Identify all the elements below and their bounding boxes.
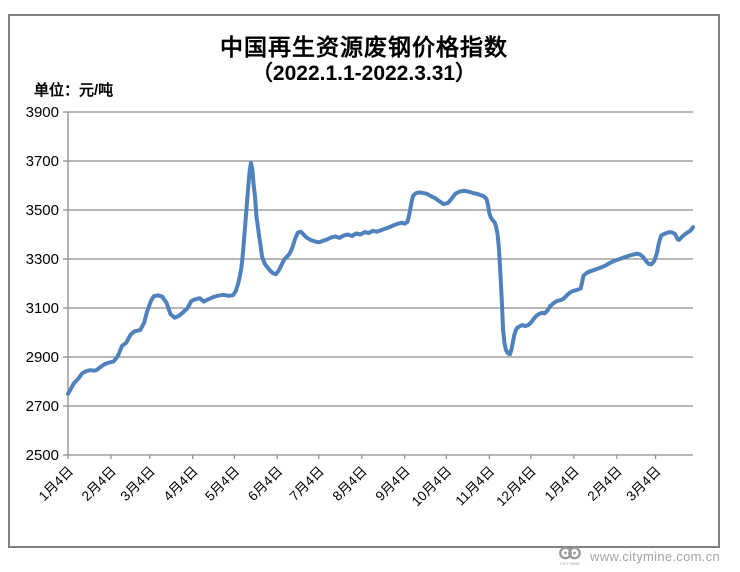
x-axis-label: 3月4日 (118, 464, 158, 504)
y-axis-label: 3500 (26, 202, 59, 219)
y-axis-label: 3900 (26, 104, 59, 121)
y-axis-label: 3100 (26, 300, 59, 317)
y-axis-label: 3300 (26, 251, 59, 268)
x-axis-label: 5月4日 (202, 464, 242, 504)
x-axis-label: 1月4日 (36, 464, 76, 504)
x-axis-label: 6月4日 (245, 464, 285, 504)
chart-title: 中国再生资源废钢价格指数 (220, 34, 508, 60)
y-axis-label: 3700 (26, 153, 59, 170)
watermark: CITY MINE www.citymine.com.cn (557, 545, 720, 567)
citymine-logo-icon: CITY MINE (559, 546, 581, 566)
logo-caption-text: CITY MINE (560, 561, 580, 566)
x-axis-label: 7月4日 (287, 464, 327, 504)
watermark-url: www.citymine.com.cn (590, 548, 720, 564)
unit-label: 单位：元/吨 (34, 82, 114, 99)
x-axis-label: 4月4日 (161, 464, 201, 504)
x-axis-label: 12月4日 (493, 464, 539, 510)
chart-subtitle: （2022.1.1-2022.3.31） (251, 62, 477, 85)
x-axis-label: 10月4日 (409, 464, 455, 510)
x-axis-label: 2月4日 (585, 464, 625, 504)
y-axis-label: 2900 (26, 349, 59, 366)
y-axis-label: 2700 (26, 398, 59, 415)
x-axis-label: 11月4日 (452, 464, 497, 509)
chart-frame (8, 14, 720, 548)
price-line (66, 161, 695, 396)
x-axis-label: 1月4日 (542, 464, 582, 504)
x-axis-label: 2月4日 (79, 464, 119, 504)
x-axis-label: 9月4日 (373, 464, 413, 504)
x-axis-label: 3月4日 (623, 464, 663, 504)
x-axis-label: 8月4日 (330, 464, 370, 504)
y-axis-label: 2500 (26, 447, 59, 464)
